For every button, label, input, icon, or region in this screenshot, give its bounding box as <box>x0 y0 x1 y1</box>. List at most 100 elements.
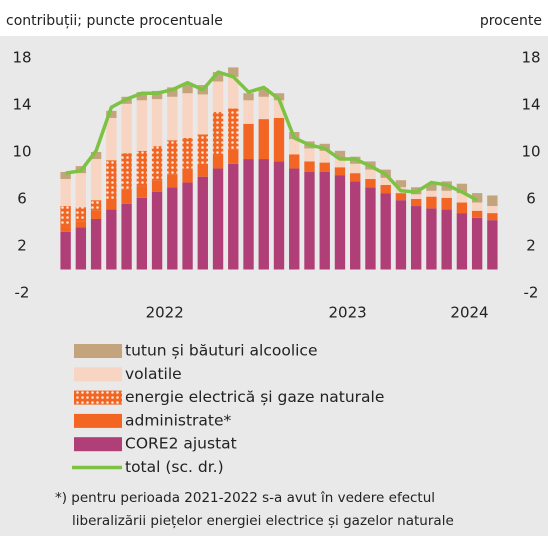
bar-segment <box>410 194 422 199</box>
bar-segment <box>228 76 239 109</box>
bar-segment <box>395 200 407 270</box>
y2-tick-label: 18 <box>521 49 540 67</box>
bar-segment <box>228 149 239 164</box>
bar-segment <box>380 177 391 185</box>
footnote: *) pentru perioada 2021-2022 s-a avut în… <box>55 490 435 506</box>
legend-label: administrate* <box>125 411 232 429</box>
bar-segment <box>350 163 361 174</box>
bar-segment <box>410 199 422 207</box>
bar-segment <box>136 197 148 270</box>
bar-segment <box>90 159 102 201</box>
bar-segment <box>380 193 391 270</box>
bar-segment <box>75 207 87 222</box>
bar-segment <box>487 213 498 221</box>
bar-segment <box>334 167 346 176</box>
y2-tick-label: -2 <box>524 284 539 302</box>
x-tick-label: 2022 <box>146 304 184 322</box>
bar-segment <box>106 199 117 210</box>
bar-segment <box>167 187 178 270</box>
y2-tick-label: 14 <box>521 96 540 114</box>
legend-label: energie electrică și gaze naturale <box>125 388 384 406</box>
bar-segment <box>60 171 71 180</box>
bar-segment <box>60 226 71 232</box>
bar-segment <box>136 150 148 187</box>
legend-label: total (sc. dr.) <box>125 458 224 476</box>
bar-segment <box>228 163 239 270</box>
bar-segment <box>167 174 178 188</box>
bar-segment <box>350 181 361 270</box>
bar-segment <box>212 112 224 156</box>
bar-segment <box>471 202 483 211</box>
y-tick-label: 2 <box>17 237 27 255</box>
bar-segment <box>273 93 285 101</box>
bar-segment <box>75 227 87 270</box>
bar-segment <box>487 220 498 270</box>
bar-segment <box>258 159 269 270</box>
legend-swatch <box>74 390 122 405</box>
bar-segment <box>106 117 117 161</box>
bar-segment <box>197 134 208 164</box>
bar-segment <box>121 189 132 204</box>
bar-segment <box>167 96 178 141</box>
legend-swatch <box>74 437 122 452</box>
x-tick-label: 2024 <box>450 304 488 322</box>
bar-segment <box>471 210 483 218</box>
bar-segment <box>395 193 407 201</box>
bar-segment <box>121 153 132 190</box>
bar-segment <box>106 160 117 199</box>
bar-segment <box>441 209 452 270</box>
bar-segment <box>182 168 193 183</box>
bar-segment <box>395 180 407 188</box>
x-tick-label: 2023 <box>328 304 366 322</box>
bar-segment <box>365 169 376 180</box>
bar-segment <box>319 171 330 270</box>
bar-segment <box>151 99 163 147</box>
legend-label: tutun și băuturi alcoolice <box>125 342 318 360</box>
bar-segment <box>258 96 269 120</box>
y2-tick-label: 2 <box>526 237 536 255</box>
bar-segment <box>456 202 468 214</box>
bar-segment <box>228 67 239 77</box>
bar-segment <box>182 83 193 94</box>
y2-tick-label: 10 <box>521 143 540 161</box>
y2-tick-label: 6 <box>526 190 536 208</box>
bar-segment <box>90 210 102 219</box>
bar-segment <box>167 140 178 175</box>
bar-segment <box>243 93 254 101</box>
bar-segment <box>426 208 437 270</box>
bar-segment <box>212 72 224 82</box>
bar-segment <box>304 148 315 162</box>
y-axis-label: contribuții; puncte procentuale <box>6 13 223 29</box>
bar-segment <box>106 110 117 118</box>
y-tick-label: 10 <box>12 143 31 161</box>
bar-segment <box>90 152 102 160</box>
bar-segment <box>136 186 148 198</box>
total-line <box>65 70 478 202</box>
bar-segment <box>426 183 437 191</box>
bar-segment <box>471 193 483 203</box>
bar-segment <box>456 183 468 194</box>
bar-segment <box>487 206 498 214</box>
bar-segment <box>90 218 102 270</box>
bar-segment <box>106 209 117 270</box>
legend-label: CORE2 ajustat <box>125 435 237 453</box>
y-tick-label: -2 <box>15 284 30 302</box>
bar-segment <box>258 88 269 97</box>
bar-segment <box>60 206 71 227</box>
bar-segment <box>289 168 300 270</box>
bar-segment <box>151 180 163 192</box>
bar-segment <box>273 161 285 270</box>
bar-segment <box>441 197 452 210</box>
bar-segment <box>182 182 193 270</box>
bar-segment <box>228 108 239 150</box>
bar-segment <box>136 92 148 101</box>
bar-segment <box>456 193 468 203</box>
bar-segment <box>212 155 224 169</box>
y-tick-label: 18 <box>12 49 31 67</box>
bar-segment <box>319 162 330 172</box>
bar-segment <box>289 139 300 155</box>
bar-segment <box>273 100 285 118</box>
bar-segment <box>487 195 498 207</box>
bar-segment <box>456 213 468 270</box>
